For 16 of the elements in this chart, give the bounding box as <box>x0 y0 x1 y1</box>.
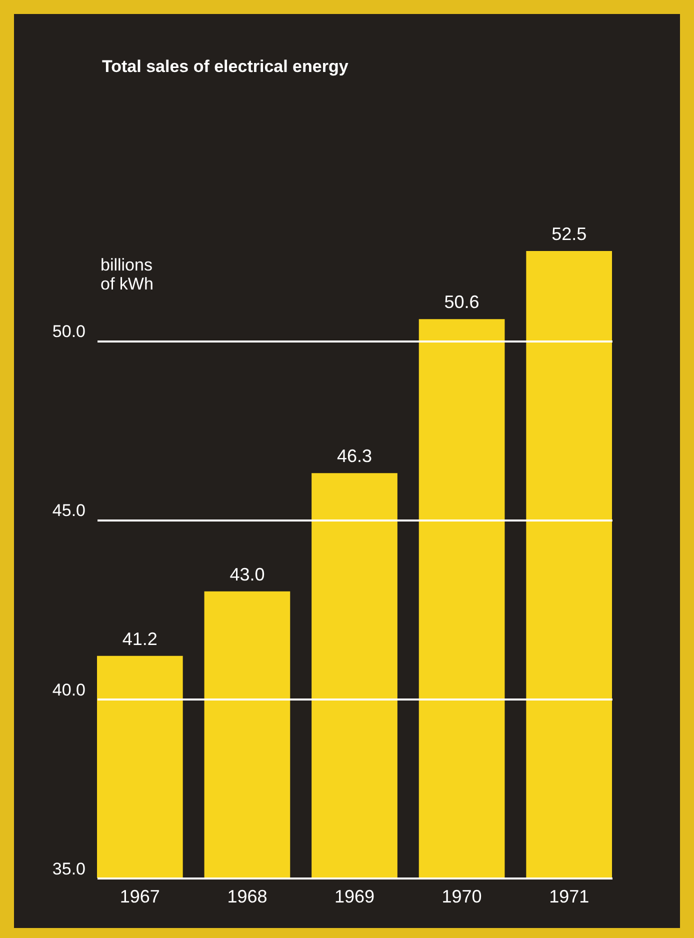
y-tick-label: 40.0 <box>52 680 86 700</box>
x-tick-label: 1971 <box>549 886 590 906</box>
data-label: 43.0 <box>230 564 265 584</box>
chart-title: Total sales of electrical energy <box>102 57 349 76</box>
data-label: 50.6 <box>444 292 480 312</box>
y-tick-label: 50.0 <box>52 322 86 342</box>
y-axis-title: billions of kWh <box>100 256 154 294</box>
x-tick-label: 1967 <box>120 886 160 906</box>
x-tick-label: 1969 <box>334 886 375 906</box>
y-tick-label: 35.0 <box>52 860 86 878</box>
x-tick-label: 1970 <box>442 886 482 906</box>
data-label: 52.5 <box>552 224 587 244</box>
x-tick-label: 1968 <box>227 886 268 906</box>
data-label: 41.2 <box>122 628 158 649</box>
y-tick-label: 45.0 <box>52 501 86 520</box>
data-label: 46.3 <box>336 446 372 466</box>
